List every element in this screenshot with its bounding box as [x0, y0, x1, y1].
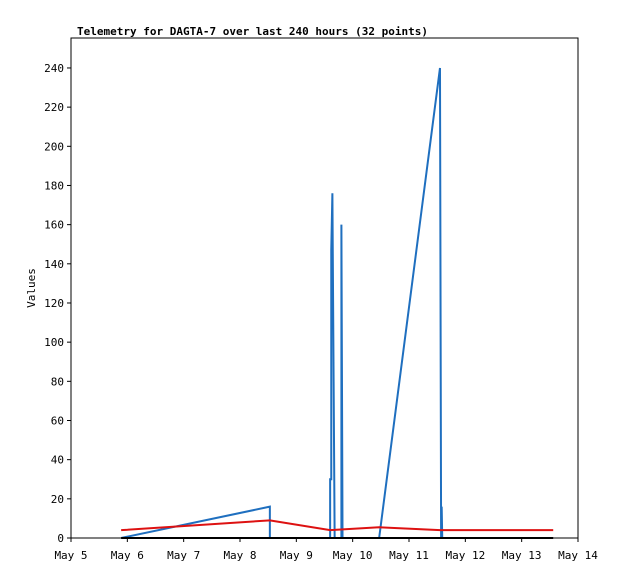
- plot-frame: [70, 37, 579, 539]
- chart-title: Telemetry for DAGTA-7 over last 240 hour…: [77, 25, 428, 38]
- x-tick-label: May 5: [54, 549, 87, 562]
- x-tick-label: May 7: [167, 549, 200, 562]
- series-line: [120, 67, 444, 539]
- x-tick-label: May 9: [280, 549, 313, 562]
- x-tick-label: May 6: [111, 549, 144, 562]
- y-tick-label: 140: [44, 258, 64, 271]
- x-tick-label: May 8: [223, 549, 256, 562]
- x-tick-label: May 10: [333, 549, 373, 562]
- x-tick-label: May 13: [502, 549, 542, 562]
- y-tick-label: 20: [51, 493, 64, 506]
- y-tick-label: 220: [44, 101, 64, 114]
- y-axis-label: Values: [25, 268, 38, 308]
- y-tick-label: 0: [57, 532, 64, 545]
- y-tick-label: 160: [44, 219, 64, 232]
- y-tick-label: 60: [51, 414, 64, 427]
- series-line: [121, 519, 554, 532]
- y-tick-label: 180: [44, 179, 64, 192]
- y-tick-label: 40: [51, 454, 64, 467]
- x-tick-label: May 14: [558, 549, 598, 562]
- y-tick-label: 80: [51, 375, 64, 388]
- y-tick-label: 100: [44, 336, 64, 349]
- y-tick-label: 200: [44, 140, 64, 153]
- y-tick-label: 120: [44, 297, 64, 310]
- y-tick-label: 240: [44, 62, 64, 75]
- x-tick-label: May 11: [389, 549, 429, 562]
- x-tick-label: May 12: [445, 549, 485, 562]
